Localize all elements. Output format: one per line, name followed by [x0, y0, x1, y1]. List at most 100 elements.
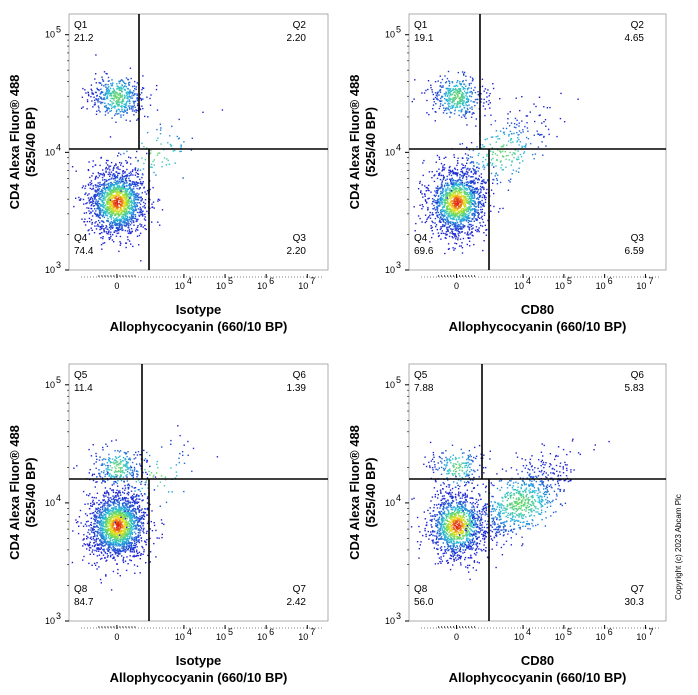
event-dot [520, 156, 523, 158]
event-dot [116, 188, 118, 191]
event-dot [106, 95, 109, 97]
event-dot [120, 153, 122, 156]
event-dot [441, 184, 443, 187]
event-dot [448, 95, 451, 97]
event-dot [127, 488, 130, 490]
event-dot [113, 105, 116, 107]
event-dot [450, 174, 453, 177]
event-dot [486, 153, 488, 156]
event-dot [116, 109, 118, 111]
event-dot [442, 232, 444, 234]
event-dot [447, 91, 450, 94]
event-dot [123, 97, 126, 100]
event-dot [455, 92, 458, 94]
event-dot [469, 204, 471, 206]
event-dot [84, 187, 86, 190]
event-dot [459, 106, 461, 108]
event-dot [124, 202, 127, 204]
event-dot [439, 187, 442, 189]
event-dot [490, 123, 492, 126]
event-dot [135, 463, 138, 465]
event-dot [101, 84, 103, 86]
event-dot [437, 205, 439, 207]
event-dot [443, 169, 445, 171]
event-dot [448, 174, 450, 176]
event-dot [446, 201, 448, 204]
event-dot [112, 209, 114, 211]
event-dot [123, 176, 125, 178]
event-dot [103, 201, 105, 204]
event-dot [140, 92, 143, 94]
event-dot [468, 169, 470, 171]
event-dot [97, 184, 99, 187]
event-dot [120, 89, 123, 91]
event-dot [443, 177, 445, 180]
event-dot [91, 564, 93, 566]
event-dot [118, 96, 120, 98]
event-dot [467, 234, 470, 236]
event-dot [124, 96, 126, 98]
event-dot [121, 210, 123, 212]
event-dot [469, 245, 471, 247]
event-dot [112, 185, 114, 187]
event-dot [438, 173, 440, 175]
event-dot [494, 175, 496, 177]
event-dot [109, 200, 112, 202]
event-dot [115, 163, 117, 165]
event-dot [430, 86, 432, 89]
event-dot [460, 102, 462, 105]
event-dot [140, 196, 142, 198]
event-dot [123, 186, 126, 188]
event-dot [515, 97, 517, 99]
event-dot [104, 93, 106, 95]
event-dot [488, 99, 490, 102]
event-dot [463, 93, 465, 95]
event-dot [120, 211, 123, 214]
event-dot [459, 232, 461, 234]
event-dot [90, 219, 93, 221]
event-dot [109, 476, 112, 478]
event-dot [437, 216, 439, 219]
event-dot [139, 210, 141, 212]
event-dot [87, 197, 90, 199]
event-dot [461, 191, 463, 193]
event-dot [474, 98, 477, 101]
event-dot [466, 91, 469, 94]
event-dot [123, 194, 125, 196]
event-dot [115, 474, 117, 476]
event-dot [470, 223, 472, 226]
event-dot [110, 489, 113, 491]
event-dot [490, 150, 492, 152]
event-dot [508, 179, 510, 182]
event-dot [97, 188, 99, 190]
event-dot [91, 175, 93, 177]
event-dot [475, 209, 477, 211]
event-dot [120, 181, 123, 183]
event-dot [443, 195, 445, 198]
event-dot [115, 180, 118, 183]
event-dot [450, 183, 453, 186]
event-dot [448, 204, 450, 206]
event-dot [542, 154, 544, 156]
event-dot [449, 170, 452, 173]
event-dot [487, 103, 490, 106]
event-dot [96, 190, 98, 192]
x-tick-exponent: 5 [567, 276, 572, 286]
event-dot [436, 97, 438, 99]
event-dot [121, 179, 123, 181]
event-dot [125, 83, 127, 85]
event-dot [480, 203, 483, 206]
event-dot [108, 189, 111, 191]
event-dot [516, 158, 518, 160]
event-dot [135, 494, 138, 497]
event-dot [122, 178, 124, 180]
event-dot [137, 229, 139, 231]
event-dot [445, 231, 448, 233]
event-dot [88, 207, 90, 209]
event-dot [105, 92, 107, 94]
event-dot [98, 215, 100, 217]
event-dot [464, 172, 467, 174]
event-dot [146, 96, 148, 98]
quadrant-name: Q3 [631, 233, 645, 244]
event-dot [434, 217, 437, 220]
